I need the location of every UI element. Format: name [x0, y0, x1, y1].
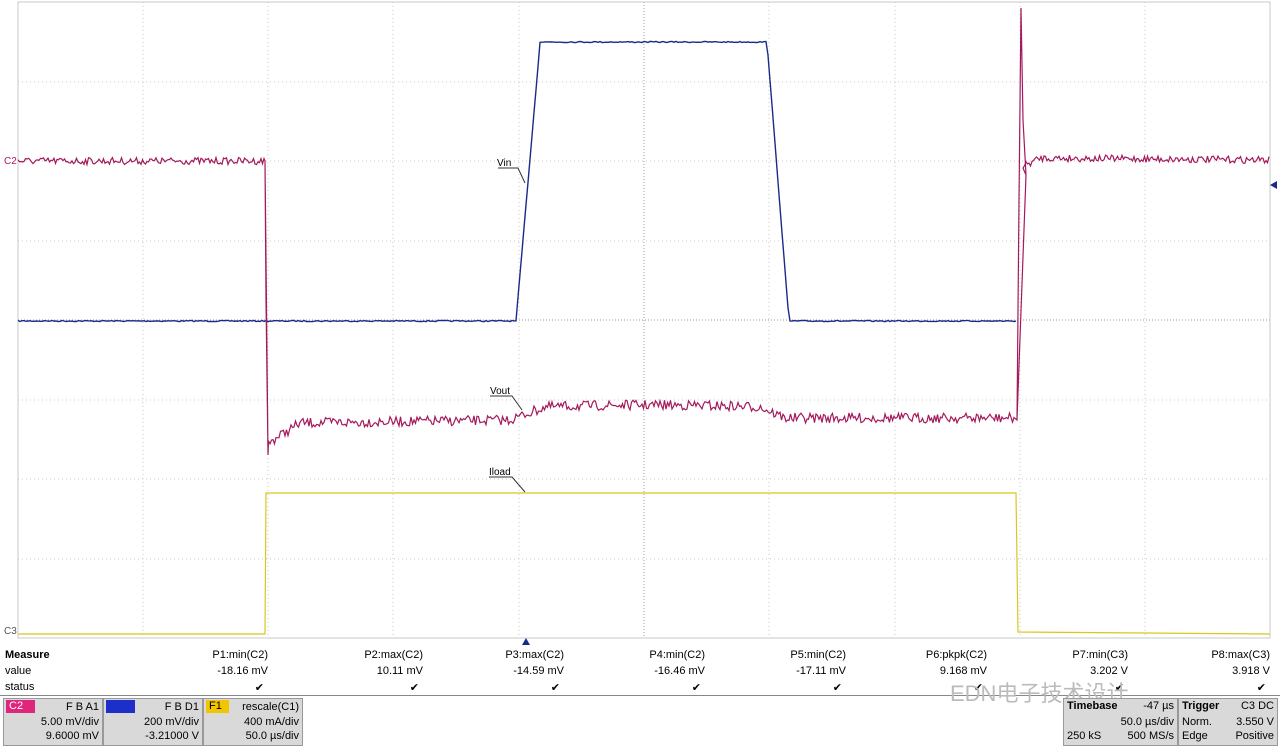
measure-status: ✔: [1256, 682, 1266, 694]
channel-tag: C2: [6, 700, 35, 713]
trigger-box[interactable]: Trigger C3 DC Norm. 3.550 V Edge Positiv…: [1178, 698, 1278, 746]
channel-scale: 5.00 mV/div: [40, 716, 99, 728]
timebase-samples: 250 kS: [1067, 730, 1102, 742]
timebase-title: Timebase: [1067, 700, 1118, 712]
timebase-rate: 500 MS/s: [1127, 730, 1174, 742]
channel-flags: F B A1: [65, 701, 99, 713]
channel-marker: C3: [4, 626, 17, 637]
channel-flags: F B D1: [164, 701, 199, 713]
trace-label: Vin: [497, 158, 511, 169]
row-label: status: [5, 681, 35, 693]
channel-offset: -3.21000 V: [145, 730, 199, 742]
measure-name: P4:min(C2): [649, 649, 705, 661]
trace: [17, 7, 1270, 456]
trace: [18, 492, 1271, 635]
measure-value: 3.918 V: [1232, 665, 1270, 677]
trace: [17, 40, 1017, 323]
measure-status: ✔: [1114, 682, 1124, 694]
measure-status: ✔: [973, 682, 983, 694]
trigger-slope: Positive: [1235, 730, 1274, 742]
trace-label: Vout: [490, 386, 510, 397]
channel-marker: C2: [4, 156, 17, 167]
trigger-source: C3 DC: [1240, 700, 1274, 712]
trace-label: Iload: [489, 467, 511, 478]
measure-value: -16.46 mV: [654, 665, 705, 677]
timebase-box[interactable]: Timebase -47 µs 50.0 µs/div 250 kS 500 M…: [1063, 698, 1178, 746]
measure-status: ✔: [832, 682, 842, 694]
measure-status: ✔: [691, 682, 701, 694]
measure-value: 10.11 mV: [376, 665, 423, 677]
measure-value: -17.11 mV: [796, 665, 846, 677]
measure-title: Measure: [5, 649, 50, 661]
waveform-display: C2 C3 Vin Vout Iload: [4, 1, 1277, 645]
channel-offset: 50.0 µs/div: [245, 730, 299, 742]
measure-value: -18.16 mV: [217, 665, 268, 677]
measure-value: -14.59 mV: [513, 665, 564, 677]
channel-offset: 9.6000 mV: [45, 730, 99, 742]
channel-flags: rescale(C1): [242, 701, 299, 713]
measure-status: ✔: [550, 682, 560, 694]
label-leaders: [489, 167, 526, 493]
measure-name: P1:min(C2): [212, 649, 268, 661]
channel-scale: 400 mA/div: [243, 716, 299, 728]
divider: [0, 695, 1280, 696]
channel-tag: [106, 700, 135, 713]
measure-status: ✔: [409, 682, 419, 694]
measure-name: P7:min(C3): [1072, 649, 1128, 661]
channel-tag: F1: [206, 700, 229, 713]
trigger-title: Trigger: [1182, 700, 1220, 712]
measure-value: 9.168 mV: [939, 665, 987, 677]
channel-scale: 200 mV/div: [143, 716, 199, 728]
measure-name: P2:max(C2): [364, 649, 423, 661]
measure-name: P6:pkpk(C2): [925, 649, 987, 661]
timebase-delay: -47 µs: [1143, 700, 1174, 712]
offset-marker: [1270, 181, 1277, 189]
center-axes: [18, 2, 1270, 638]
measure-status: ✔: [254, 682, 264, 694]
measure-name: P5:min(C2): [790, 649, 846, 661]
channel-box[interactable]: C2 F B A1 5.00 mV/div 9.6000 mV: [3, 698, 103, 746]
measure-name: P8:max(C3): [1211, 649, 1270, 661]
grid-border: [17, 1, 1271, 639]
trigger-marker: [522, 638, 530, 645]
trigger-mode: Norm.: [1182, 716, 1212, 728]
trigger-level: 3.550 V: [1236, 716, 1274, 728]
trigger-type: Edge: [1182, 730, 1208, 742]
measure-value: 3.202 V: [1090, 665, 1128, 677]
channel-box[interactable]: F1 rescale(C1) 400 mA/div 50.0 µs/div: [203, 698, 303, 746]
row-label: value: [5, 665, 32, 677]
channel-box[interactable]: F B D1 200 mV/div -3.21000 V: [103, 698, 203, 746]
measure-name: P3:max(C2): [505, 649, 564, 661]
timebase-scale: 50.0 µs/div: [1120, 716, 1174, 728]
